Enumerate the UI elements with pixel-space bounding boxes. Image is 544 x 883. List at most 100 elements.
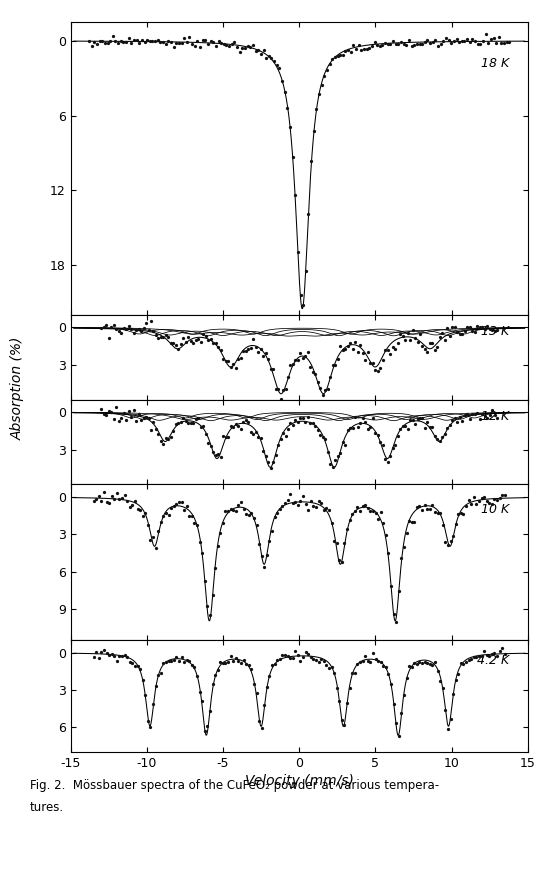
- Point: [278, 499, 287, 513]
- Point: [348, 507, 356, 521]
- Point: [141, 688, 150, 702]
- Point: [318, 388, 327, 402]
- Point: [465, 35, 474, 49]
- Point: [418, 411, 427, 426]
- Point: [312, 501, 320, 515]
- Point: [418, 36, 426, 50]
- Point: [124, 404, 133, 419]
- Point: [480, 409, 489, 423]
- Point: [224, 353, 233, 367]
- Point: [193, 517, 201, 532]
- Point: [135, 35, 144, 49]
- Point: [402, 671, 411, 685]
- Point: [455, 411, 464, 425]
- Point: [485, 408, 494, 422]
- Point: [247, 662, 256, 676]
- Point: [221, 503, 230, 517]
- Point: [384, 36, 392, 50]
- Point: [200, 723, 209, 737]
- Point: [286, 651, 294, 665]
- Point: [97, 402, 106, 416]
- Point: [277, 74, 286, 88]
- Point: [425, 420, 434, 434]
- Point: [408, 323, 417, 337]
- Point: [475, 412, 484, 426]
- Point: [304, 410, 312, 424]
- Point: [184, 330, 193, 344]
- Point: [259, 349, 268, 363]
- Point: [294, 414, 302, 428]
- Point: [366, 503, 375, 517]
- Point: [157, 330, 165, 344]
- Point: [237, 495, 245, 509]
- Point: [171, 417, 180, 431]
- Point: [226, 649, 235, 663]
- Point: [310, 125, 318, 139]
- Point: [421, 498, 429, 512]
- Point: [363, 501, 372, 515]
- Point: [438, 517, 447, 532]
- Point: [390, 697, 398, 711]
- Point: [458, 414, 467, 428]
- Point: [268, 525, 276, 539]
- Point: [203, 599, 212, 613]
- Point: [353, 500, 362, 514]
- Point: [294, 245, 302, 259]
- Point: [387, 578, 395, 592]
- Point: [177, 415, 186, 429]
- Point: [234, 653, 243, 668]
- Point: [259, 444, 268, 458]
- Point: [171, 338, 180, 352]
- Point: [162, 37, 170, 51]
- Point: [428, 498, 437, 512]
- Point: [490, 408, 499, 422]
- Point: [169, 336, 178, 351]
- Point: [410, 37, 418, 51]
- Point: [299, 298, 307, 312]
- Point: [208, 587, 217, 601]
- Point: [137, 412, 145, 426]
- Point: [234, 419, 243, 433]
- Point: [421, 35, 429, 49]
- Point: [291, 187, 300, 201]
- Point: [471, 34, 479, 48]
- Point: [423, 415, 432, 429]
- Point: [332, 536, 341, 550]
- Point: [109, 318, 118, 332]
- Point: [188, 658, 196, 672]
- Point: [356, 337, 364, 351]
- Point: [413, 412, 422, 426]
- Point: [478, 320, 487, 334]
- Point: [129, 404, 138, 418]
- Point: [338, 343, 347, 358]
- Point: [341, 343, 350, 357]
- Point: [149, 531, 157, 545]
- Point: [323, 63, 331, 77]
- Point: [283, 422, 292, 436]
- Point: [330, 667, 338, 681]
- Point: [180, 655, 188, 669]
- Point: [428, 419, 437, 434]
- Point: [264, 49, 273, 63]
- Point: [374, 654, 382, 668]
- Point: [344, 43, 353, 57]
- Point: [378, 437, 387, 451]
- Point: [369, 503, 378, 517]
- Point: [443, 722, 452, 736]
- Point: [199, 419, 208, 433]
- Point: [185, 30, 194, 44]
- Point: [149, 697, 157, 711]
- Point: [391, 438, 399, 452]
- Point: [449, 529, 458, 543]
- Point: [216, 655, 225, 669]
- Point: [433, 340, 442, 354]
- Point: [164, 508, 173, 522]
- Point: [291, 413, 300, 427]
- Point: [100, 485, 108, 499]
- Point: [243, 39, 252, 53]
- Point: [428, 35, 437, 49]
- Point: [143, 33, 152, 47]
- Point: [229, 357, 238, 371]
- Point: [325, 661, 333, 675]
- Point: [505, 34, 514, 49]
